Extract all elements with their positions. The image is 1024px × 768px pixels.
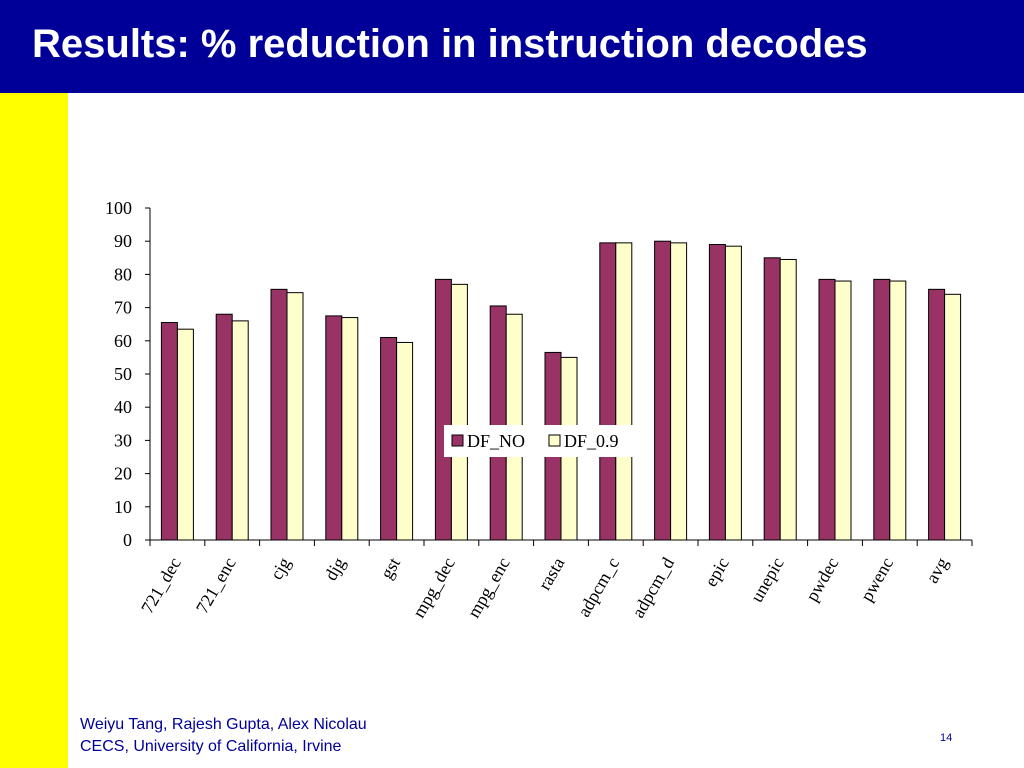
- footer-affiliation: CECS, University of California, Irvine: [80, 738, 342, 755]
- bar: [670, 242, 688, 541]
- bar: [818, 278, 836, 541]
- x-tick-label: rasta: [534, 554, 568, 593]
- legend-swatch: [548, 434, 561, 447]
- y-tick-label: 70: [114, 298, 132, 318]
- side-accent-bar: [0, 93, 68, 768]
- legend-swatch: [451, 434, 464, 447]
- y-tick-label: 80: [114, 264, 132, 284]
- bar: [615, 242, 633, 541]
- bar: [450, 283, 468, 541]
- bar: [160, 322, 178, 541]
- y-tick-label: 60: [114, 331, 132, 351]
- legend-label: DF_NO: [467, 431, 525, 451]
- y-tick-label: 90: [114, 231, 132, 251]
- x-tick-label: cjg: [266, 554, 294, 583]
- bar: [380, 336, 398, 541]
- footer: Weiyu Tang, Rajesh Gupta, Alex Nicolau C…: [80, 714, 367, 758]
- x-tick-label: djg: [320, 554, 349, 584]
- x-tick-label: gst: [376, 554, 404, 582]
- y-tick-label: 10: [114, 497, 132, 517]
- bar: [889, 280, 907, 541]
- y-tick-label: 40: [114, 397, 132, 417]
- bar: [873, 278, 891, 541]
- bar: [270, 288, 288, 541]
- bar: [708, 244, 726, 541]
- bar: [654, 240, 672, 541]
- x-tick-label: 721_enc: [192, 554, 240, 617]
- bar: [215, 313, 233, 541]
- y-tick-label: 50: [114, 364, 132, 384]
- page-number: 14: [940, 732, 953, 744]
- bar: [434, 278, 452, 541]
- bar: [176, 328, 194, 541]
- bar: [763, 257, 781, 541]
- y-tick-label: 30: [114, 430, 132, 450]
- y-tick-label: 100: [105, 198, 132, 218]
- x-tick-label: unepic: [746, 554, 787, 606]
- bar: [944, 293, 962, 541]
- footer-authors: Weiyu Tang, Rajesh Gupta, Alex Nicolau: [80, 716, 367, 733]
- y-tick-label: 20: [114, 464, 132, 484]
- x-tick-label: pwdec: [802, 554, 843, 605]
- bar: [286, 292, 304, 541]
- x-tick-label: 721_dec: [137, 554, 185, 617]
- x-tick-label: avg: [922, 554, 952, 587]
- title-bar: [0, 0, 1024, 93]
- bar: [928, 288, 946, 541]
- bar: [341, 317, 359, 541]
- bar: [231, 320, 249, 541]
- bar: [724, 245, 742, 541]
- x-tick-label: adpcm_c: [573, 554, 623, 620]
- x-tick-label: pwenc: [856, 554, 897, 605]
- legend-label: DF_0.9: [564, 431, 619, 451]
- bar: [779, 258, 797, 541]
- x-tick-label: mpg_dec: [409, 554, 459, 621]
- slide-title: Results: % reduction in instruction deco…: [32, 22, 868, 66]
- y-tick-label: 0: [123, 530, 132, 550]
- bar: [834, 280, 852, 541]
- x-tick-label: epic: [701, 554, 733, 590]
- bar: [396, 341, 414, 541]
- x-tick-label: adpcm_d: [628, 554, 678, 621]
- bar: [599, 242, 617, 541]
- x-tick-label: mpg_enc: [463, 554, 513, 621]
- bar: [325, 315, 343, 541]
- bar: [489, 305, 507, 541]
